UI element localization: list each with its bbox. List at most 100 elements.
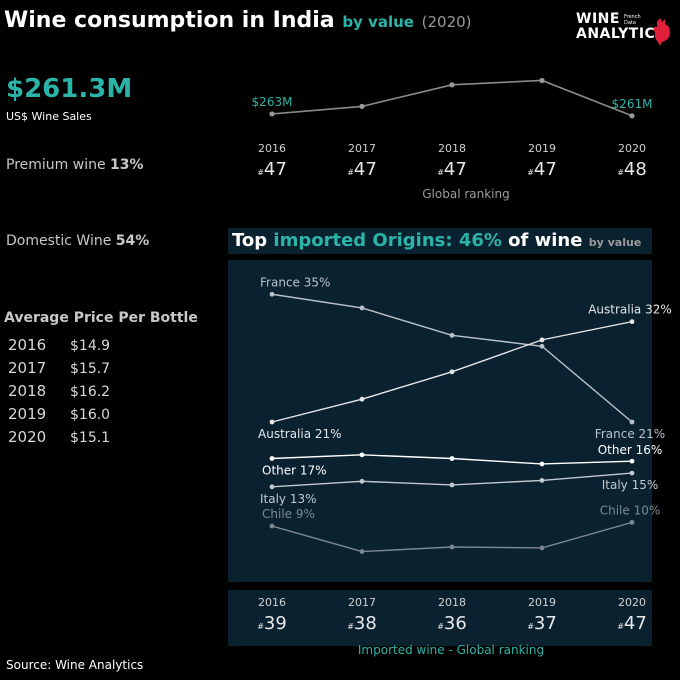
section-title-by: by value [588,236,642,249]
ranking-year: 2016 [258,142,286,155]
imported-origins-title: Top imported Origins: 46% of wine by val… [228,228,652,254]
logo-line2: ANALYTICS [576,26,667,42]
avg-price-row: 2017 $15.7 [8,359,168,377]
origin-end-label-france: France 21% [595,427,665,441]
origin-point-australia-2019 [539,337,545,343]
origin-point-chile-2019 [539,545,545,551]
origin-start-label-france: France 35% [260,275,330,289]
import-ranking-value: #38 [347,613,377,634]
origin-point-france-2019 [539,343,545,349]
import-ranking-value: #37 [527,613,557,634]
origin-point-other-2018 [449,456,455,461]
import-ranking-panel [228,590,652,646]
avg-price-year: 2016 [8,336,47,354]
import-ranking-value: #39 [257,613,287,634]
title-main: Wine consumption in India [4,8,335,33]
logo-line1: WINE [576,11,620,27]
ranking-year: 2019 [528,142,556,155]
premium-label: Premium wine [6,157,106,173]
origin-point-australia-2018 [449,369,455,375]
import-ranking-year: 2019 [528,596,556,609]
source-note: Source: Wine Analytics [6,658,144,672]
domestic-value: 54% [115,233,150,249]
avg-price-year: 2020 [8,428,47,446]
ranking-year: 2018 [438,142,466,155]
origin-start-label-other: Other 17% [262,464,327,478]
origin-point-italy-2020 [629,470,635,476]
avg-price-row: 2016 $14.9 [8,336,168,354]
import-ranking-year: 2020 [618,596,646,609]
origin-start-label-chile: Chile 9% [262,507,315,521]
sales-point-2016 [269,111,275,117]
sales-trend-chart: $263M $261M [252,77,653,119]
origin-point-chile-2016 [269,523,275,529]
origin-point-france-2017 [359,305,365,311]
origin-point-italy-2016 [269,484,275,490]
import-ranking-year: 2016 [258,596,286,609]
import-ranking-year: 2017 [348,596,376,609]
origin-point-italy-2017 [359,478,365,484]
page-title: Wine consumption in India by value (2020… [4,8,472,33]
origin-point-chile-2018 [449,544,455,550]
import-ranking-value: #47 [617,613,647,634]
origin-start-label-australia: Australia 21% [258,427,342,441]
section-title-highlight: imported Origins: 46% [273,230,502,251]
origin-point-chile-2017 [359,549,365,554]
domestic-wine-stat: Domestic Wine 54% [6,233,149,249]
origin-point-france-2020 [629,419,635,425]
avg-price-row: 2020 $15.1 [8,428,168,446]
domestic-label: Domestic Wine [6,233,112,249]
sales-annotation: $263M [252,95,293,109]
origin-end-label-italy: Italy 15% [602,478,659,492]
avg-price-row: 2019 $16.0 [8,405,168,423]
imported-origins-chart: France 35% France 21% Australia 21% Austral… [258,275,672,554]
origin-point-other-2020 [629,458,635,464]
global-ranking-value: #47 [527,159,557,180]
origin-point-other-2019 [539,461,545,467]
global-ranking-caption: Global ranking [422,187,510,201]
avg-price-title: Average Price Per Bottle [4,310,198,326]
origin-point-italy-2019 [539,478,545,483]
sales-annotation: $261M [612,97,653,111]
global-ranking-value: #47 [257,159,287,180]
ranking-year: 2017 [348,142,376,155]
origin-point-other-2017 [359,452,365,458]
premium-value: 13% [110,157,144,173]
total-sales-value: $261.3M [6,74,133,104]
wine-analytics-logo: WINE ANALYTICS French Data [576,12,676,48]
avg-price-value: $15.7 [70,361,111,377]
avg-price-value: $14.9 [70,338,111,354]
logo-sub: French Data [624,14,641,26]
premium-wine-stat: Premium wine 13% [6,157,144,173]
ranking-year: 2020 [618,142,646,155]
origin-line-france [271,293,633,423]
global-ranking-value: #47 [437,159,467,180]
origin-point-other-2016 [269,456,275,461]
import-ranking-year: 2018 [438,596,466,609]
section-title-post: of wine [501,230,583,251]
section-title-pre: Top [232,230,274,251]
avg-price-value: $15.1 [70,430,111,446]
import-ranking-caption: Imported wine - Global ranking [357,643,545,657]
avg-price-value: $16.2 [70,384,111,400]
origin-point-australia-2020 [629,319,635,325]
origin-point-italy-2018 [449,482,455,488]
origin-point-chile-2020 [629,519,635,525]
origin-end-label-chile: Chile 10% [600,503,661,517]
origin-start-label-italy: Italy 13% [260,492,317,506]
global-ranking-value: #48 [617,159,647,180]
origin-end-label-other: Other 16% [598,443,663,457]
title-year: (2020) [421,13,472,31]
avg-price-value: $16.0 [70,407,111,423]
global-ranking-value: #47 [347,159,377,180]
sales-point-2020 [629,113,635,119]
sales-point-2018 [449,82,455,88]
origin-point-france-2018 [449,332,455,338]
avg-price-year: 2017 [8,359,47,377]
sales-point-2017 [359,103,365,109]
total-sales-label: US$ Wine Sales [6,110,92,123]
origins-chart-panel [228,260,652,582]
sales-point-2019 [539,77,545,84]
avg-price-year: 2018 [8,382,47,400]
rooster-icon [653,18,670,46]
